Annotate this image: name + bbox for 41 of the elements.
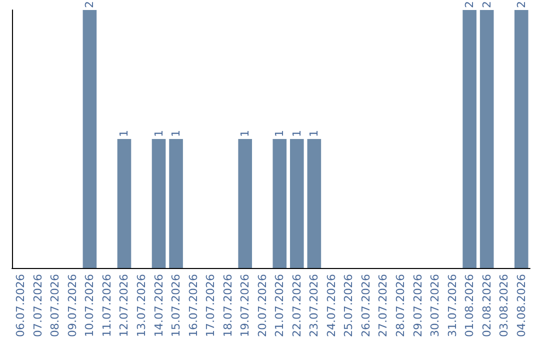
x-tick-label: 31.07.2026 <box>446 274 459 338</box>
x-tick-label: 14.07.2026 <box>152 274 166 338</box>
x-tick-label: 27.07.2026 <box>376 274 390 338</box>
x-tick-label: 17.07.2026 <box>204 274 218 338</box>
x-tick-label: 11.07.2026 <box>100 274 114 338</box>
x-tick-label: 03.08.2026 <box>498 274 511 338</box>
x-tick-label: 30.07.2026 <box>428 274 442 338</box>
data-label: 1 <box>118 130 131 138</box>
x-tick-label: 16.07.2026 <box>186 274 200 338</box>
x-tick-label: 21.07.2026 <box>273 274 286 338</box>
x-tick-label: 01.08.2026 <box>463 274 476 338</box>
data-label: 1 <box>290 130 304 138</box>
x-tick-label: 18.07.2026 <box>221 274 234 338</box>
x-tick-label: 25.07.2026 <box>342 274 356 338</box>
x-tick-label: 08.07.2026 <box>48 274 62 338</box>
data-label: 1 <box>238 130 252 138</box>
data-label: 1 <box>273 130 286 138</box>
x-tick-label: 20.07.2026 <box>256 274 269 338</box>
data-label: 1 <box>170 130 183 138</box>
x-tick-label: 07.07.2026 <box>31 274 44 338</box>
x-tick-label: 02.08.2026 <box>480 274 494 338</box>
x-tick-label: 28.07.2026 <box>394 274 407 338</box>
data-label: 2 <box>83 1 96 8</box>
x-tick-label: 12.07.2026 <box>118 274 131 338</box>
x-tick-label: 19.07.2026 <box>238 274 252 338</box>
x-tick-label: 22.07.2026 <box>290 274 304 338</box>
data-label: 1 <box>152 130 166 138</box>
x-tick-label: 10.07.2026 <box>83 274 96 338</box>
x-tick-label: 24.07.2026 <box>324 274 338 338</box>
data-label: 2 <box>514 1 528 8</box>
x-tick-label: 13.07.2026 <box>135 274 148 338</box>
data-label: 2 <box>480 1 494 8</box>
x-tick-label: 06.07.2026 <box>14 274 28 338</box>
data-label: 1 <box>308 130 321 138</box>
data-label: 2 <box>463 1 476 8</box>
x-tick-label: 04.08.2026 <box>514 274 528 338</box>
x-tick-label: 15.07.2026 <box>170 274 183 338</box>
x-tick-label: 23.07.2026 <box>308 274 321 338</box>
x-tick-label: 09.07.2026 <box>66 274 79 338</box>
x-tick-label: 29.07.2026 <box>411 274 424 338</box>
x-tick-label: 26.07.2026 <box>359 274 372 338</box>
